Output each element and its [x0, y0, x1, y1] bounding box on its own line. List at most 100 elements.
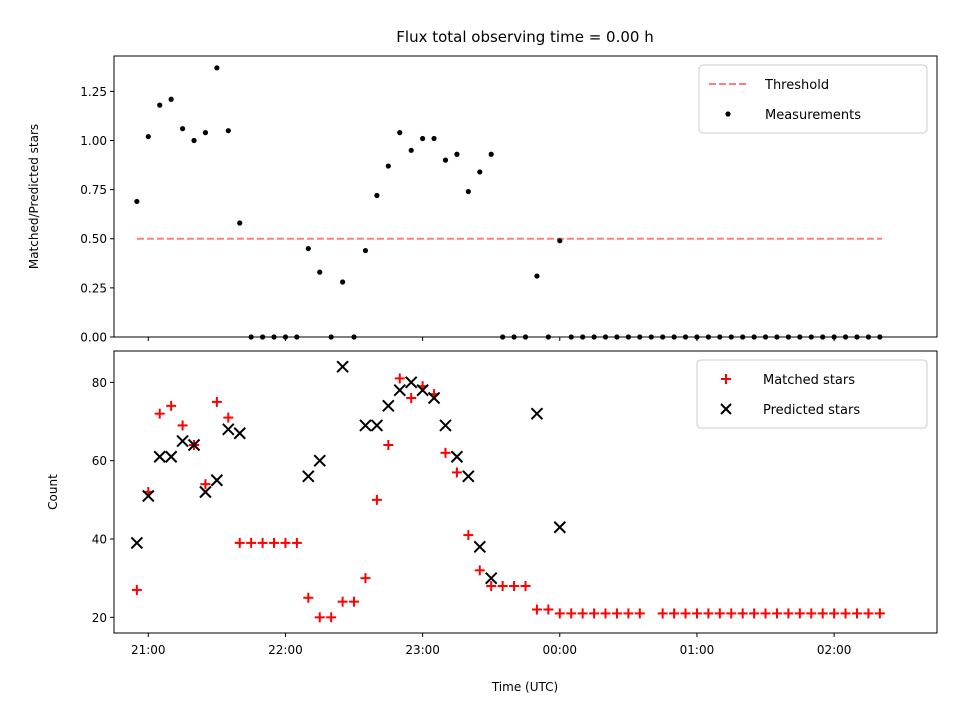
measurement-point-24 [408, 147, 414, 153]
matched-star-point-23 [394, 373, 405, 384]
matched-star-point-21 [371, 494, 382, 505]
bottom-xtick-label-3: 00:00 [542, 643, 577, 657]
measurement-point-28 [454, 151, 460, 157]
matched-star-point-29 [463, 530, 474, 541]
bottom-xtick-label-1: 22:00 [268, 643, 303, 657]
measurement-point-2 [157, 102, 163, 108]
top-ytick-label-3: 0.75 [80, 183, 107, 197]
matched-star-point-0 [131, 584, 142, 595]
matched-star-point-17 [326, 612, 337, 623]
measurement-point-27 [442, 157, 449, 163]
matched-star-point-45 [657, 608, 668, 619]
matched-star-point-44 [634, 608, 645, 619]
matched-star-point-14 [291, 537, 302, 548]
legend-threshold-label: Threshold [764, 78, 829, 93]
predicted-star-point-9 [233, 427, 246, 440]
matched-star-point-20 [360, 573, 371, 584]
predicted-star-point-17 [404, 376, 418, 389]
matched-star-point-50 [714, 608, 725, 619]
measurement-point-4 [179, 126, 186, 132]
matched-star-point-33 [509, 581, 520, 591]
matched-star-point-58 [806, 608, 817, 619]
top-plot-area [134, 65, 883, 340]
matched-star-point-6 [200, 479, 211, 490]
measurement-point-5 [191, 137, 197, 144]
matched-star-point-41 [600, 608, 611, 619]
matched-star-point-49 [703, 608, 714, 619]
top-ytick-label-5: 1.25 [80, 85, 107, 99]
measurement-point-23 [397, 130, 403, 136]
matched-star-point-51 [726, 608, 737, 619]
matched-star-point-55 [771, 608, 782, 619]
bottom-axes-frame [113, 350, 938, 634]
matched-star-point-13 [280, 537, 291, 548]
matched-star-point-47 [680, 608, 691, 619]
predicted-star-point-3 [164, 450, 178, 463]
bottom-y-axis-label: Count [46, 474, 60, 510]
matched-star-point-62 [851, 608, 862, 619]
predicted-star-point-18 [416, 383, 429, 397]
matched-star-point-53 [749, 608, 760, 619]
measurement-point-8 [225, 128, 231, 134]
predicted-star-point-25 [530, 407, 544, 420]
measurement-point-29 [465, 188, 471, 195]
predicted-star-point-2 [153, 450, 166, 463]
matched-star-point-24 [406, 393, 417, 403]
bottom-xtick-label-2: 23:00 [405, 643, 440, 657]
bottom-legend: Matched stars Predicted stars [696, 359, 928, 429]
bottom-xtick-label-4: 01:00 [680, 643, 715, 657]
matched-star-point-59 [817, 608, 828, 619]
matched-star-point-12 [269, 537, 280, 548]
matched-star-point-43 [623, 608, 634, 619]
matched-star-point-46 [669, 608, 680, 619]
bottom-plot-area [130, 360, 885, 623]
matched-star-point-11 [257, 537, 268, 548]
predicted-star-point-1 [142, 489, 155, 503]
measurement-point-20 [362, 247, 369, 254]
measurement-point-35 [534, 273, 540, 279]
matched-star-point-27 [440, 447, 451, 458]
predicted-star-point-22 [462, 470, 475, 483]
matched-star-point-63 [863, 608, 874, 619]
measurement-point-1 [145, 133, 151, 140]
predicted-star-point-15 [382, 399, 395, 413]
predicted-star-point-5 [187, 438, 201, 452]
measurement-point-3 [168, 96, 174, 102]
bottom-x-axis: 21:00 22:00 23:00 00:00 01:00 02:00 [131, 633, 851, 657]
matched-star-point-35 [531, 604, 542, 615]
bottom-y-axis: 20 40 60 80 [92, 376, 114, 625]
predicted-star-point-0 [130, 536, 144, 550]
matched-star-point-54 [760, 608, 771, 619]
predicted-star-point-23 [473, 540, 486, 554]
bottom-legend-box [696, 359, 928, 429]
top-ytick-label-4: 1.00 [80, 134, 107, 148]
predicted-star-point-12 [336, 360, 349, 373]
matched-star-point-34 [520, 581, 531, 591]
matched-star-point-10 [246, 537, 257, 548]
top-ytick-label-0: 0.00 [80, 331, 107, 345]
measurement-point-7 [214, 65, 220, 71]
matched-star-point-16 [314, 612, 325, 623]
measurement-point-22 [385, 163, 391, 169]
measurement-point-31 [488, 151, 494, 157]
top-y-axis-label: Matched/Predicted stars [27, 124, 41, 269]
top-axes-frame [113, 55, 938, 338]
matched-star-point-2 [154, 408, 165, 419]
legend-predicted-swatch [720, 403, 732, 415]
legend-matched-swatch [721, 374, 731, 384]
predicted-star-point-8 [222, 423, 235, 436]
matched-star-point-31 [486, 581, 497, 591]
predicted-star-point-4 [176, 434, 189, 448]
matched-star-point-38 [566, 608, 577, 619]
matched-star-point-61 [840, 608, 851, 619]
legend-matched-label: Matched stars [763, 373, 855, 388]
measurement-point-18 [340, 279, 346, 285]
predicted-star-point-16 [393, 383, 406, 397]
matched-star-point-28 [451, 467, 462, 478]
matched-star-point-7 [211, 396, 222, 407]
predicted-star-point-10 [302, 470, 315, 483]
top-panel: 0.00 0.25 0.50 0.75 1.00 1.25 Matched/Predict… [27, 55, 938, 345]
predicted-star-point-14 [370, 419, 384, 432]
measurement-point-0 [134, 198, 140, 205]
